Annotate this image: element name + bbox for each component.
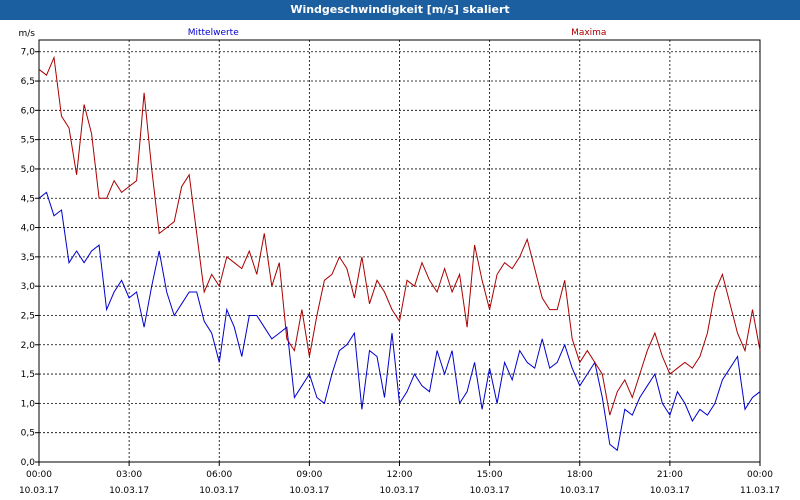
x-tick-time-label: 18:00 [567, 470, 593, 480]
x-tick-date-label: 10.03.17 [560, 486, 600, 496]
x-tick-date-label: 10.03.17 [19, 486, 59, 496]
x-tick-date-label: 10.03.17 [379, 486, 419, 496]
y-axis-label: m/s [19, 29, 36, 39]
x-tick-time-label: 15:00 [477, 470, 503, 480]
x-tick-date-label: 10.03.17 [289, 486, 329, 496]
x-tick-date-label: 10.03.17 [650, 486, 690, 496]
y-tick-label: 0,5 [21, 429, 35, 439]
y-tick-label: 2,5 [21, 311, 35, 321]
y-tick-label: 6,0 [21, 106, 36, 116]
y-tick-label: 1,5 [21, 370, 35, 380]
x-tick-time-label: 00:00 [747, 470, 773, 480]
y-tick-label: 3,0 [21, 282, 36, 292]
window-title: Windgeschwindigkeit [m/s] skaliert [0, 0, 800, 20]
y-tick-label: 2,0 [21, 341, 36, 351]
x-tick-time-label: 00:00 [26, 470, 52, 480]
x-tick-date-label: 10.03.17 [199, 486, 239, 496]
series-label-maxima: Maxima [571, 28, 606, 38]
y-tick-label: 1,0 [21, 399, 36, 409]
y-tick-label: 0,0 [21, 458, 36, 468]
y-tick-label: 7,0 [21, 48, 36, 58]
x-tick-time-label: 12:00 [387, 470, 413, 480]
y-tick-label: 4,5 [21, 194, 35, 204]
series-line-mittelwerte [38, 191, 761, 452]
y-tick-label: 3,5 [21, 253, 35, 263]
x-tick-date-label: 10.03.17 [109, 486, 149, 496]
y-tick-label: 5,5 [21, 136, 35, 146]
x-tick-date-label: 10.03.17 [470, 486, 510, 496]
x-tick-time-label: 21:00 [657, 470, 683, 480]
y-tick-label: 6,5 [21, 77, 35, 87]
wind-speed-chart: 0,0 0,5 1,0 1,5 2,0 2,5 3,0 3,5 4,0 4,5 5,0 5,5 6,0 6… [19, 28, 781, 496]
y-tick-label: 4,0 [21, 224, 36, 234]
x-tick-time-label: 06:00 [206, 470, 232, 480]
x-tick-time-label: 03:00 [116, 470, 142, 480]
x-tick-time-label: 09:00 [296, 470, 322, 480]
y-tick-label: 5,0 [21, 165, 36, 175]
x-tick-date-label: 11.03.17 [740, 486, 780, 496]
series-line-maxima [38, 55, 761, 416]
series-label-mittelwerte: Mittelwerte [188, 28, 239, 38]
